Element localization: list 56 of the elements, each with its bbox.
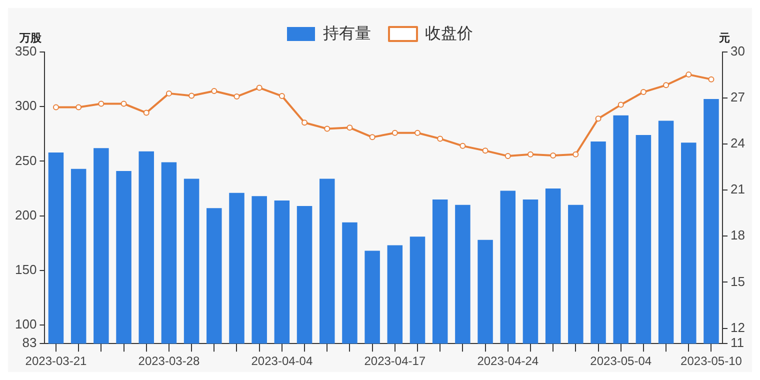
y2-tick-label: 12 [730, 320, 746, 335]
y-tick-label: 200 [14, 207, 37, 222]
point [166, 90, 172, 96]
x-tick-label: 2023-03-21 [25, 354, 87, 368]
point [504, 153, 511, 160]
y-tick-label: 300 [14, 98, 37, 114]
legend-label: 收盘价 [425, 25, 473, 42]
y2-tick-label: 15 [730, 274, 746, 289]
x-tick-label: 2023-04-04 [251, 354, 313, 368]
point [527, 151, 534, 158]
x-tick-label: 2023-05-04 [590, 354, 652, 368]
point [188, 92, 195, 99]
y2-tick-label: 24 [730, 136, 746, 151]
point [414, 130, 421, 136]
point [211, 88, 218, 94]
point [460, 142, 466, 149]
point [234, 94, 240, 100]
y-tick-label: 100 [14, 316, 37, 332]
y-tick-label: 250 [14, 152, 37, 168]
point [346, 124, 353, 131]
point [143, 110, 150, 116]
legend-label: 持有量 [323, 24, 371, 42]
point [98, 100, 104, 107]
point [324, 126, 330, 132]
y2-tick-label: 18 [730, 228, 746, 243]
point [76, 104, 82, 110]
point [618, 102, 624, 108]
y2-tick-label: 21 [730, 182, 746, 197]
point [392, 130, 398, 136]
point [663, 82, 670, 88]
point [437, 136, 444, 142]
point [686, 72, 692, 78]
y-axis-title: 万股 [18, 32, 43, 45]
point [595, 116, 602, 122]
y2-axis-title: 元 [718, 32, 730, 45]
x-tick-label: 2023-03-28 [138, 354, 200, 368]
point [302, 120, 308, 126]
point [120, 100, 127, 107]
point [550, 152, 556, 158]
x-tick-label: 2023-04-17 [364, 354, 426, 368]
y2-tick-label: 11 [730, 335, 744, 350]
point [708, 76, 714, 82]
y2-tick-label: 30 [730, 44, 746, 59]
point [52, 104, 59, 110]
x-tick-label: 2023-04-24 [477, 354, 539, 368]
point [482, 148, 488, 154]
point [640, 89, 646, 96]
y2-tick-label: 27 [730, 90, 746, 105]
point [278, 93, 285, 100]
y-tick-label: 350 [14, 44, 37, 59]
point [256, 84, 262, 91]
point [369, 134, 376, 140]
y-tick-label: 83 [22, 335, 37, 350]
y-tick-label: 150 [14, 262, 37, 278]
x-tick-label: 2023-05-10 [680, 354, 742, 368]
point [572, 151, 579, 158]
